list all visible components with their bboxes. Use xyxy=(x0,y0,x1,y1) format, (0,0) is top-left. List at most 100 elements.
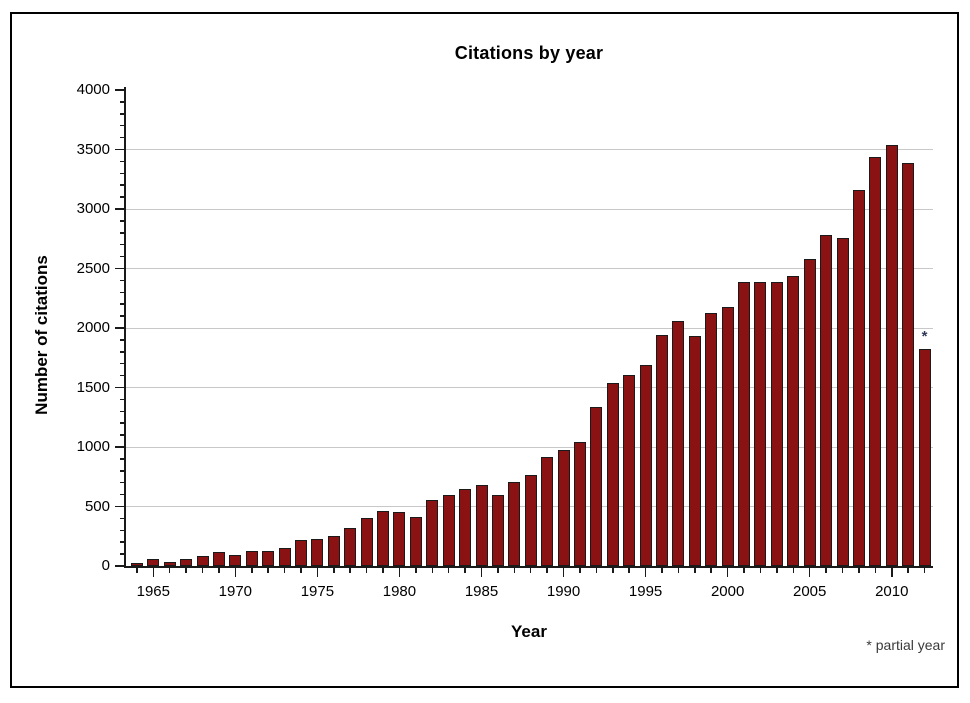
bar-1995 xyxy=(639,364,652,566)
bar-1992 xyxy=(590,406,603,566)
bar-2010 xyxy=(885,144,898,566)
x-axis-line xyxy=(123,565,933,568)
y-minor-tick-2300 xyxy=(119,291,125,294)
x-major-tick-1970 xyxy=(234,567,237,577)
y-tick-label-1000: 1000 xyxy=(76,438,110,455)
y-major-tick-2500 xyxy=(115,267,125,270)
x-tick-label-1990: 1990 xyxy=(546,583,581,600)
bar-1969 xyxy=(212,551,225,566)
bar-1967 xyxy=(180,558,193,566)
x-minor-tick-2012 xyxy=(923,567,926,573)
partial-year-asterisk: * xyxy=(921,328,928,346)
x-minor-tick-1998 xyxy=(694,567,696,573)
bar-2002 xyxy=(754,281,767,566)
bar-1996 xyxy=(656,334,668,566)
bar-1988 xyxy=(524,474,537,566)
x-minor-tick-1983 xyxy=(447,567,450,573)
x-minor-tick-1997 xyxy=(677,567,680,573)
x-tick-label-1980: 1980 xyxy=(382,583,417,600)
partial-year-footnote: * partial year xyxy=(866,637,945,653)
bar-2007 xyxy=(836,237,849,566)
x-tick-label-1985: 1985 xyxy=(464,583,499,600)
bar-1968 xyxy=(196,555,209,566)
bar-2012 xyxy=(918,349,931,566)
bar-1983 xyxy=(442,494,455,566)
y-minor-tick-3900 xyxy=(119,101,125,103)
x-minor-tick-2001 xyxy=(743,567,745,573)
y-minor-tick-3400 xyxy=(119,160,125,163)
bar-2011 xyxy=(902,162,915,566)
y-minor-tick-2100 xyxy=(119,315,125,317)
y-minor-tick-100 xyxy=(119,553,125,555)
bar-2000 xyxy=(721,307,734,566)
gridline-3500 xyxy=(125,149,933,150)
x-minor-tick-1974 xyxy=(300,567,302,573)
x-minor-tick-1968 xyxy=(201,567,204,573)
y-minor-tick-600 xyxy=(119,493,125,496)
y-minor-tick-2800 xyxy=(119,232,125,234)
bar-1984 xyxy=(459,489,472,566)
bar-1975 xyxy=(311,538,324,566)
x-minor-tick-2006 xyxy=(825,567,827,573)
x-minor-tick-1989 xyxy=(546,567,548,573)
bar-1993 xyxy=(606,383,619,566)
y-minor-tick-3600 xyxy=(119,136,125,139)
y-minor-tick-3800 xyxy=(119,113,125,115)
x-tick-label-1965: 1965 xyxy=(136,583,170,600)
y-minor-tick-1400 xyxy=(119,398,125,401)
bar-1971 xyxy=(245,550,258,566)
y-major-tick-4000 xyxy=(115,89,125,91)
x-tick-label-2005: 2005 xyxy=(793,583,827,600)
bar-1990 xyxy=(557,449,570,566)
x-minor-tick-1996 xyxy=(661,567,663,573)
bar-1974 xyxy=(294,539,307,566)
y-tick-label-4000: 4000 xyxy=(76,81,110,98)
y-minor-tick-2700 xyxy=(119,243,125,246)
y-minor-tick-1900 xyxy=(119,339,125,341)
bar-1998 xyxy=(688,335,701,566)
x-major-tick-2010 xyxy=(891,567,893,577)
gridline-3000 xyxy=(125,208,933,210)
x-minor-tick-2003 xyxy=(776,567,778,573)
x-minor-tick-1982 xyxy=(431,567,434,573)
y-tick-label-1500: 1500 xyxy=(76,378,110,396)
bar-1966 xyxy=(163,561,176,566)
bar-1970 xyxy=(229,554,242,566)
x-major-tick-1995 xyxy=(644,567,647,577)
gridline-1000 xyxy=(125,446,933,448)
bar-1991 xyxy=(573,442,586,566)
x-tick-label-1995: 1995 xyxy=(628,583,663,600)
y-minor-tick-300 xyxy=(119,529,125,532)
y-major-tick-3000 xyxy=(115,208,125,210)
gridline-2500 xyxy=(125,268,933,269)
x-minor-tick-2007 xyxy=(841,567,844,573)
x-minor-tick-1991 xyxy=(579,567,581,573)
bar-1980 xyxy=(393,511,406,566)
bar-1979 xyxy=(377,510,390,566)
chart-title: Citations by year xyxy=(454,43,604,63)
y-minor-tick-400 xyxy=(119,517,125,520)
x-minor-tick-1964 xyxy=(136,567,138,573)
x-minor-tick-1981 xyxy=(415,567,417,573)
x-minor-tick-1988 xyxy=(529,567,532,573)
bar-2001 xyxy=(738,281,751,566)
y-minor-tick-1600 xyxy=(119,374,125,377)
y-minor-tick-700 xyxy=(119,481,125,484)
y-tick-label-3500: 3500 xyxy=(76,140,110,158)
bar-1994 xyxy=(623,375,636,566)
y-tick-label-3000: 3000 xyxy=(76,200,110,217)
x-minor-tick-1987 xyxy=(513,567,516,573)
x-major-tick-1985 xyxy=(480,567,483,577)
y-minor-tick-3100 xyxy=(119,196,125,198)
x-tick-label-2000: 2000 xyxy=(710,583,745,600)
x-major-tick-1980 xyxy=(398,567,401,577)
bar-1989 xyxy=(541,456,554,566)
x-minor-tick-1969 xyxy=(218,567,220,573)
bar-1986 xyxy=(491,495,504,566)
bar-2008 xyxy=(852,189,865,566)
x-tick-label-1970: 1970 xyxy=(218,583,253,600)
bar-1997 xyxy=(672,320,685,566)
x-minor-tick-2011 xyxy=(907,567,909,573)
y-minor-tick-2400 xyxy=(119,279,125,282)
